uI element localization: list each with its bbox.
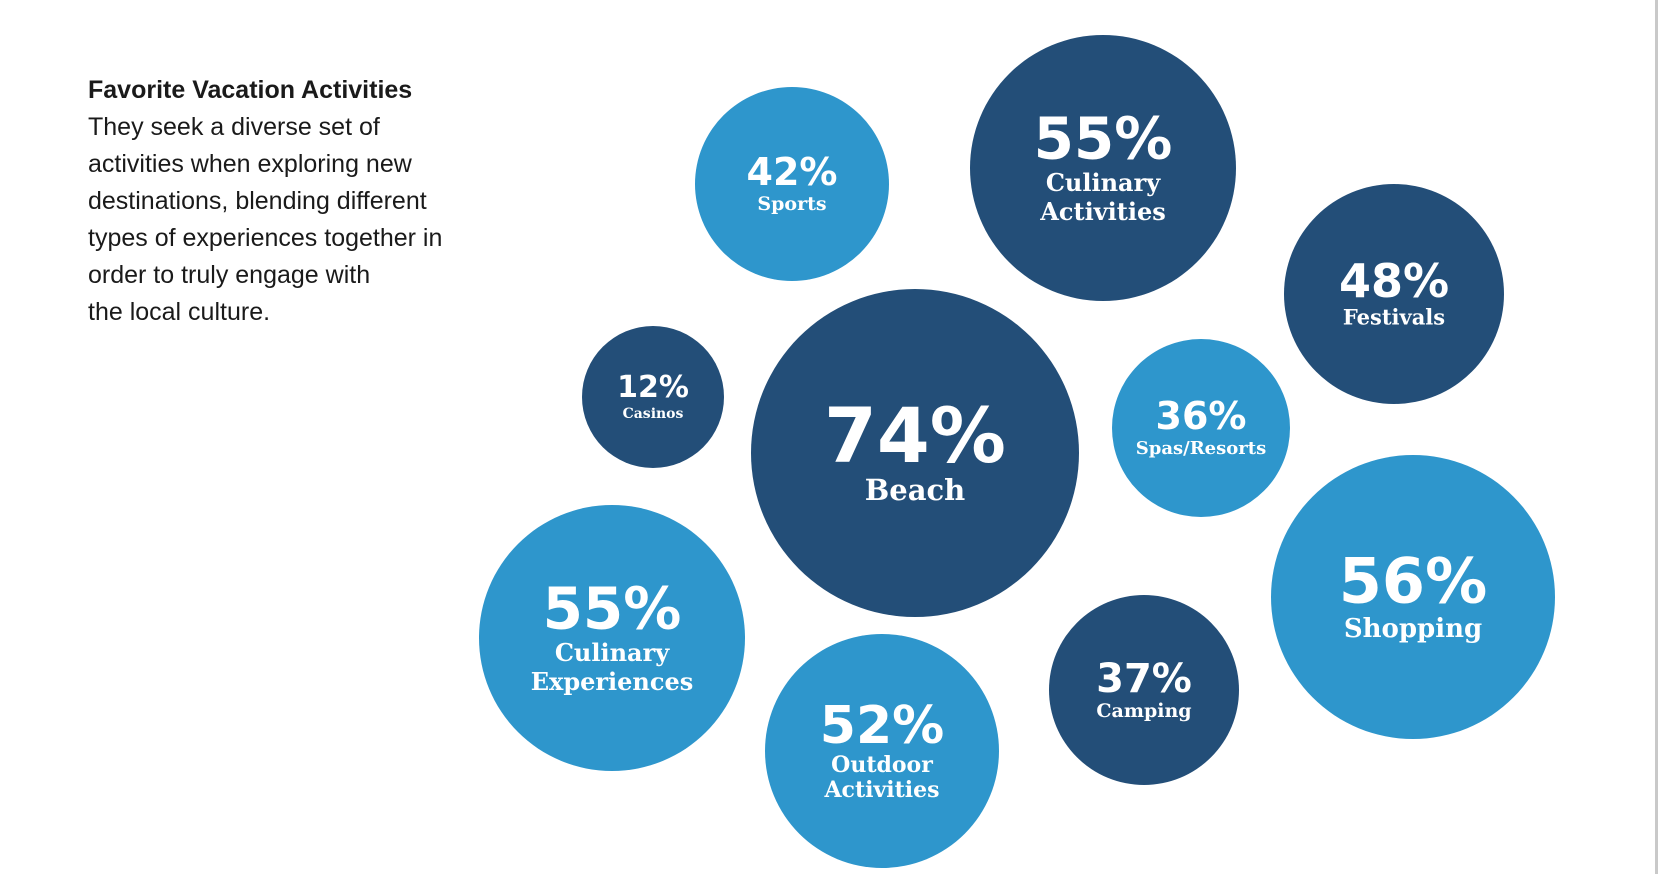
intro-text-block: Favorite Vacation Activities They seek a… bbox=[88, 72, 508, 331]
bubble-value-shopping: 56% bbox=[1339, 544, 1487, 617]
bubble-value-festivals: 48% bbox=[1339, 254, 1449, 308]
bubble-circle-festivals bbox=[1284, 184, 1504, 404]
intro-line: types of experiences together in bbox=[88, 224, 443, 252]
bubble-label-culinary-experiences: Experiences bbox=[531, 667, 694, 696]
bubble-beach: 74%Beach bbox=[751, 289, 1079, 617]
intro-description: They seek a diverse set of activities wh… bbox=[88, 109, 508, 331]
bubble-label-beach: Beach bbox=[865, 473, 966, 507]
bubble-value-camping: 37% bbox=[1096, 656, 1192, 702]
bubble-label-sports: Sports bbox=[757, 193, 826, 215]
bubble-label-shopping: Shopping bbox=[1344, 614, 1482, 644]
bubble-circle-casinos bbox=[582, 326, 724, 468]
bubble-value-casinos: 12% bbox=[617, 370, 689, 405]
bubble-circle-culinary-activities bbox=[970, 35, 1236, 301]
bubble-value-culinary-activities: 55% bbox=[1034, 104, 1173, 172]
bubble-label-casinos: Casinos bbox=[623, 406, 684, 422]
bubble-circle-outdoor-activities bbox=[765, 634, 999, 868]
bubble-circle-sports bbox=[695, 87, 889, 281]
intro-line: the local culture. bbox=[88, 298, 271, 326]
bubble-label-camping: Camping bbox=[1096, 700, 1191, 722]
bubble-label-culinary-activities: Culinary bbox=[1046, 168, 1161, 197]
bubble-festivals: 48%Festivals bbox=[1284, 184, 1504, 404]
bubble-label-outdoor-activities: Outdoor bbox=[831, 752, 933, 778]
bubble-spas-resorts: 36%Spas/Resorts bbox=[1112, 339, 1290, 517]
bubble-circle-camping bbox=[1049, 595, 1239, 785]
bubble-value-outdoor-activities: 52% bbox=[820, 696, 944, 756]
page-edge-divider bbox=[1655, 0, 1658, 874]
bubble-circle-shopping bbox=[1271, 455, 1555, 739]
bubble-label-spas-resorts: Spas/Resorts bbox=[1136, 438, 1266, 459]
intro-line: activities when exploring new bbox=[88, 150, 412, 178]
intro-line: They seek a diverse set of bbox=[88, 113, 380, 141]
bubble-camping: 37%Camping bbox=[1049, 595, 1239, 785]
bubble-sports: 42%Sports bbox=[695, 87, 889, 281]
bubble-circle-culinary-experiences bbox=[479, 505, 745, 771]
bubble-value-spas-resorts: 36% bbox=[1156, 394, 1247, 438]
bubble-circle-spas-resorts bbox=[1112, 339, 1290, 517]
bubble-casinos: 12%Casinos bbox=[582, 326, 724, 468]
bubble-value-sports: 42% bbox=[747, 150, 838, 194]
bubble-label-festivals: Festivals bbox=[1343, 304, 1445, 329]
intro-line: destinations, blending different bbox=[88, 187, 427, 215]
bubble-value-beach: 74% bbox=[824, 391, 1006, 480]
bubble-label-culinary-activities: Activities bbox=[1039, 197, 1165, 226]
bubble-value-culinary-experiences: 55% bbox=[543, 574, 682, 642]
intro-line: order to truly engage with bbox=[88, 261, 371, 289]
bubble-shopping: 56%Shopping bbox=[1271, 455, 1555, 739]
bubble-circle-beach bbox=[751, 289, 1079, 617]
chart-title: Favorite Vacation Activities bbox=[88, 76, 413, 104]
bubble-label-outdoor-activities: Activities bbox=[823, 777, 939, 803]
bubble-label-culinary-experiences: Culinary bbox=[555, 638, 670, 667]
